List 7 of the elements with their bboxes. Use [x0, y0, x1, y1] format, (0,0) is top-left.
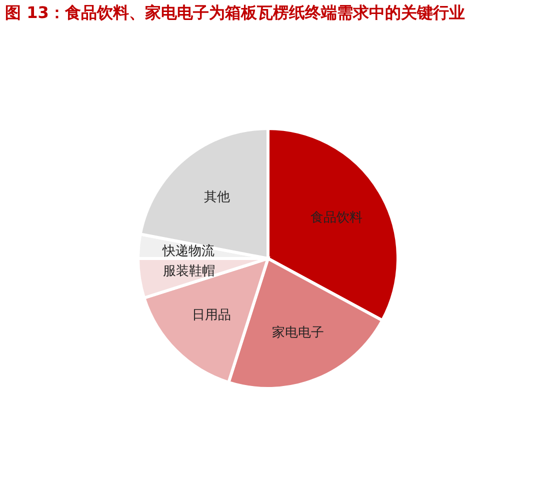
chart-title: 图 13：食品饮料、家电电子为箱板瓦楞纸终端需求中的关键行业 — [5, 3, 465, 22]
slice-label: 家电电子 — [272, 324, 324, 341]
slice-label: 快递物流 — [161, 242, 214, 259]
slice-label: 其他 — [204, 190, 230, 205]
slice-label: 日用品 — [192, 308, 231, 324]
slice-label: 服装鞋帽 — [162, 264, 215, 279]
slice-label: 食品饮料 — [310, 210, 363, 226]
